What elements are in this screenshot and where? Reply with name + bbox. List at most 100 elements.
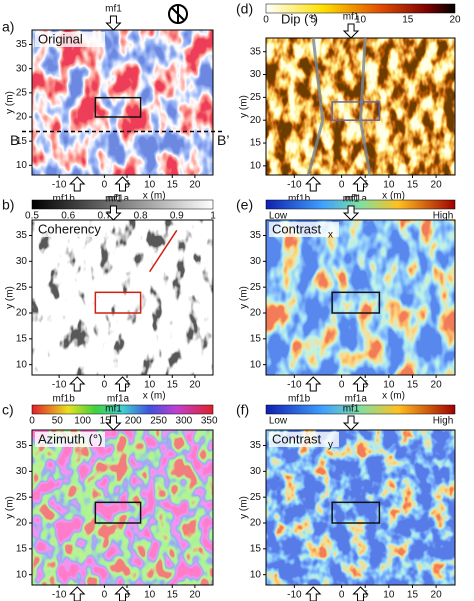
y-tick-label: 15	[16, 333, 28, 344]
x-tick-label: 20	[189, 590, 201, 601]
colorbar-label: Low	[269, 416, 288, 427]
y-tick-label: 35	[250, 440, 262, 451]
x-tick-label: 10	[144, 380, 156, 391]
x-tick-label: 0	[102, 590, 108, 601]
x-tick-label: 0	[339, 590, 345, 601]
arrow-label: mf1	[105, 194, 122, 205]
map	[266, 430, 455, 585]
highlight-box	[94, 96, 142, 118]
panel-letter: c)	[2, 402, 14, 418]
map	[32, 30, 213, 175]
y-tick-label: 20	[250, 115, 262, 126]
arrow-mf1b	[69, 176, 86, 192]
x-tick-label: 0	[339, 380, 345, 391]
panel-title: Contrast	[272, 431, 322, 446]
x-tick-label: 0	[339, 180, 345, 191]
y-tick-label: 25	[16, 492, 28, 503]
panel-subtitle: y	[328, 440, 333, 451]
x-tick-label: 15	[407, 180, 419, 191]
y-tick-label: 25	[16, 282, 28, 293]
arrow-mf1	[105, 415, 122, 431]
y-axis-label: y (m)	[239, 286, 250, 309]
arrow-mf1	[342, 23, 360, 39]
section-label: B	[10, 132, 19, 148]
arrow-label: mf1	[343, 12, 360, 23]
colorbar	[265, 199, 456, 210]
y-tick-label: 35	[16, 230, 28, 241]
highlight-box	[331, 291, 381, 314]
x-axis-label: x (m)	[382, 391, 405, 402]
fault-trace	[358, 37, 372, 176]
colorbar-label: 10	[355, 15, 367, 26]
panel-letter: (f)	[236, 402, 249, 418]
arrow-mf1a	[114, 376, 131, 392]
colorbar-label: 0.7	[97, 211, 111, 222]
panel-title: Original	[38, 31, 83, 46]
colorbar-label: High	[433, 211, 454, 222]
x-axis-label: x (m)	[382, 191, 405, 202]
colorbar-label: 0	[263, 15, 269, 26]
colorbar	[31, 199, 214, 210]
y-tick-label: 30	[250, 256, 262, 267]
title-bg	[269, 222, 339, 237]
y-axis-label: y (m)	[5, 91, 16, 114]
y-tick-label: 15	[16, 136, 28, 147]
title-bg	[269, 432, 339, 447]
x-tick-label: 5	[362, 590, 368, 601]
x-tick-label: 0	[102, 180, 108, 191]
arrow-mf1b	[305, 376, 322, 392]
colorbar-label: 15	[402, 15, 414, 26]
arrow-label: mf1	[343, 404, 360, 415]
colorbar-label: 1	[210, 211, 216, 222]
y-tick-label: 25	[250, 92, 262, 103]
arrow-label: mf1b	[53, 194, 76, 205]
highlight-box	[331, 101, 381, 121]
x-tick-label: -10	[287, 380, 302, 391]
arrow-label: mf1	[105, 4, 122, 15]
colorbar-label: 20	[449, 15, 461, 26]
colorbar-label: 250	[150, 416, 167, 427]
arrow-label: mf1a	[345, 394, 368, 405]
y-tick-label: 35	[250, 230, 262, 241]
x-tick-label: 0	[102, 380, 108, 391]
arrow-mf1	[342, 205, 360, 221]
colorbar-label: 50	[52, 416, 64, 427]
fault-trace	[307, 37, 325, 176]
colorbar-label: 0.5	[25, 211, 39, 222]
section-label: B’	[217, 132, 229, 148]
arrow-mf1b	[305, 586, 322, 601]
y-tick-label: 25	[250, 282, 262, 293]
y-tick-label: 10	[16, 359, 28, 370]
y-tick-label: 30	[16, 256, 28, 267]
arrow-label: mf1a	[107, 394, 130, 405]
panel-subtitle: x	[328, 230, 333, 241]
arrow-mf1a	[352, 176, 369, 192]
y-tick-label: 15	[250, 333, 262, 344]
y-axis-label: y (m)	[239, 95, 250, 118]
arrow-mf1	[105, 205, 122, 221]
y-tick-label: 15	[250, 138, 262, 149]
y-tick-label: 35	[250, 46, 262, 57]
colorbar-label: 0.9	[170, 211, 184, 222]
map-frame	[265, 429, 456, 586]
panel-title: Contrast	[272, 221, 322, 236]
arrow-label: mf1	[105, 404, 122, 415]
y-tick-label: 20	[250, 308, 262, 319]
y-tick-label: 30	[16, 466, 28, 477]
highlight-box	[94, 291, 142, 314]
panel-letter: b)	[2, 197, 14, 213]
arrow-mf1	[105, 15, 122, 31]
compass	[168, 4, 188, 24]
y-tick-label: 10	[16, 160, 28, 171]
pointer	[149, 229, 178, 273]
x-tick-label: 20	[189, 180, 201, 191]
x-tick-label: 10	[383, 380, 395, 391]
x-tick-label: 10	[383, 180, 395, 191]
map-frame	[31, 429, 214, 586]
arrow-mf1a	[352, 376, 369, 392]
y-tick-label: 10	[250, 359, 262, 370]
y-tick-label: 25	[250, 492, 262, 503]
x-tick-label: 10	[383, 590, 395, 601]
